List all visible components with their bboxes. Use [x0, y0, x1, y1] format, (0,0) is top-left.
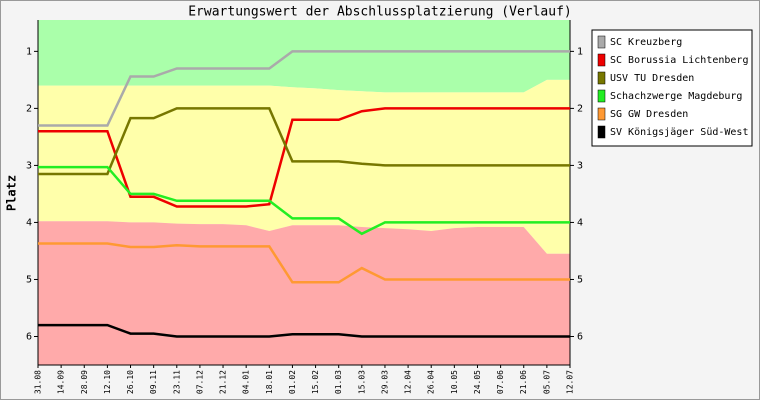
x-tick-label: 07.12	[195, 370, 204, 394]
legend-label: USV TU Dresden	[610, 73, 694, 84]
legend-swatch	[597, 107, 606, 121]
y-tick-label: 1	[26, 46, 32, 57]
x-tick-label: 12.04	[404, 370, 413, 394]
legend-label: SC Borussia Lichtenberg	[610, 55, 748, 66]
x-tick-label: 26.10	[126, 370, 135, 394]
series-line	[38, 323, 570, 338]
x-tick-label: 31.08	[34, 370, 43, 394]
x-tick-label: 26.04	[427, 370, 436, 394]
x-tick-label: 10.05	[450, 370, 459, 394]
legend-swatch	[597, 35, 606, 49]
legend-box	[591, 29, 753, 147]
x-tick-label: 09.11	[149, 370, 158, 394]
x-tick-label: 21.12	[219, 370, 228, 394]
zone	[38, 79, 570, 254]
zone	[38, 221, 570, 365]
y-tick-label-right: 5	[577, 274, 583, 285]
y-tick-label-right: 3	[577, 160, 583, 171]
x-tick-label: 15.02	[311, 370, 320, 394]
x-tick-label: 12.10	[103, 370, 112, 394]
x-tick-label: 24.05	[473, 370, 482, 394]
y-tick-label: 6	[26, 331, 32, 342]
y-tick-label-right: 2	[577, 103, 583, 114]
y-tick-label: 4	[26, 217, 32, 228]
legend-label: SG GW Dresden	[610, 109, 688, 120]
series-line	[38, 165, 570, 236]
x-tick-label: 21.06	[519, 370, 528, 394]
legend-label: Schachzwerge Magdeburg	[610, 91, 742, 102]
x-tick-label: 01.02	[288, 370, 297, 394]
legend-swatch	[597, 125, 606, 139]
legend-swatch	[597, 53, 606, 67]
legend-swatch	[597, 89, 606, 103]
legend-label: SV Königsjäger Süd-West	[610, 127, 748, 138]
series-line	[38, 242, 570, 284]
zone	[38, 20, 570, 93]
y-tick-label-right: 1	[577, 46, 583, 57]
x-tick-label: 18.01	[265, 370, 274, 394]
x-tick-label: 07.06	[496, 370, 505, 394]
legend-swatch	[597, 71, 606, 85]
x-tick-label: 12.07	[566, 370, 575, 394]
y-tick-label-right: 6	[577, 331, 583, 342]
y-tick-label: 2	[26, 103, 32, 114]
x-tick-label: 28.09	[80, 370, 89, 394]
x-tick-label: 14.09	[57, 370, 66, 394]
x-tick-label: 01.03	[334, 370, 343, 394]
series-line	[38, 107, 570, 176]
x-tick-label: 05.07	[542, 370, 551, 394]
series-line	[38, 50, 570, 127]
y-tick-label: 3	[26, 160, 32, 171]
x-tick-label: 04.01	[242, 370, 251, 394]
y-tick-label-right: 4	[577, 217, 583, 228]
series-line	[38, 107, 570, 208]
legend-label: SC Kreuzberg	[610, 37, 682, 48]
x-tick-label: 15.03	[357, 370, 366, 394]
chart-title: Erwartungswert der Abschlussplatzierung …	[188, 5, 572, 20]
y-axis-label: Platz	[5, 175, 19, 211]
x-tick-label: 29.03	[380, 370, 389, 394]
y-tick-label: 5	[26, 274, 32, 285]
x-tick-label: 23.11	[172, 370, 181, 394]
